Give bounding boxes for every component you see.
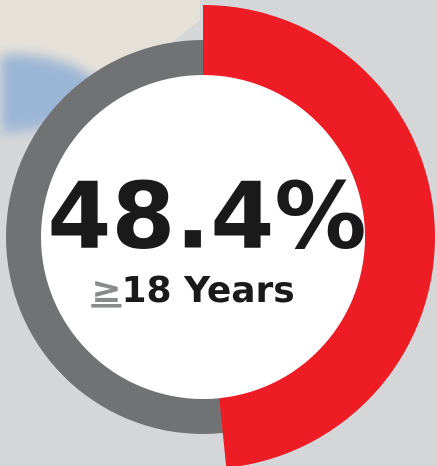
subtitle-symbol: ≥ [91,270,121,311]
subtitle-text: 18 Years [121,270,294,311]
page: {"chart_data": {"type": "donut", "values… [0,0,437,466]
value-label: 48.4% [47,162,366,269]
subtitle: ≥18 Years [91,270,294,311]
chart: 48.4% ≥18 Years [0,0,437,466]
